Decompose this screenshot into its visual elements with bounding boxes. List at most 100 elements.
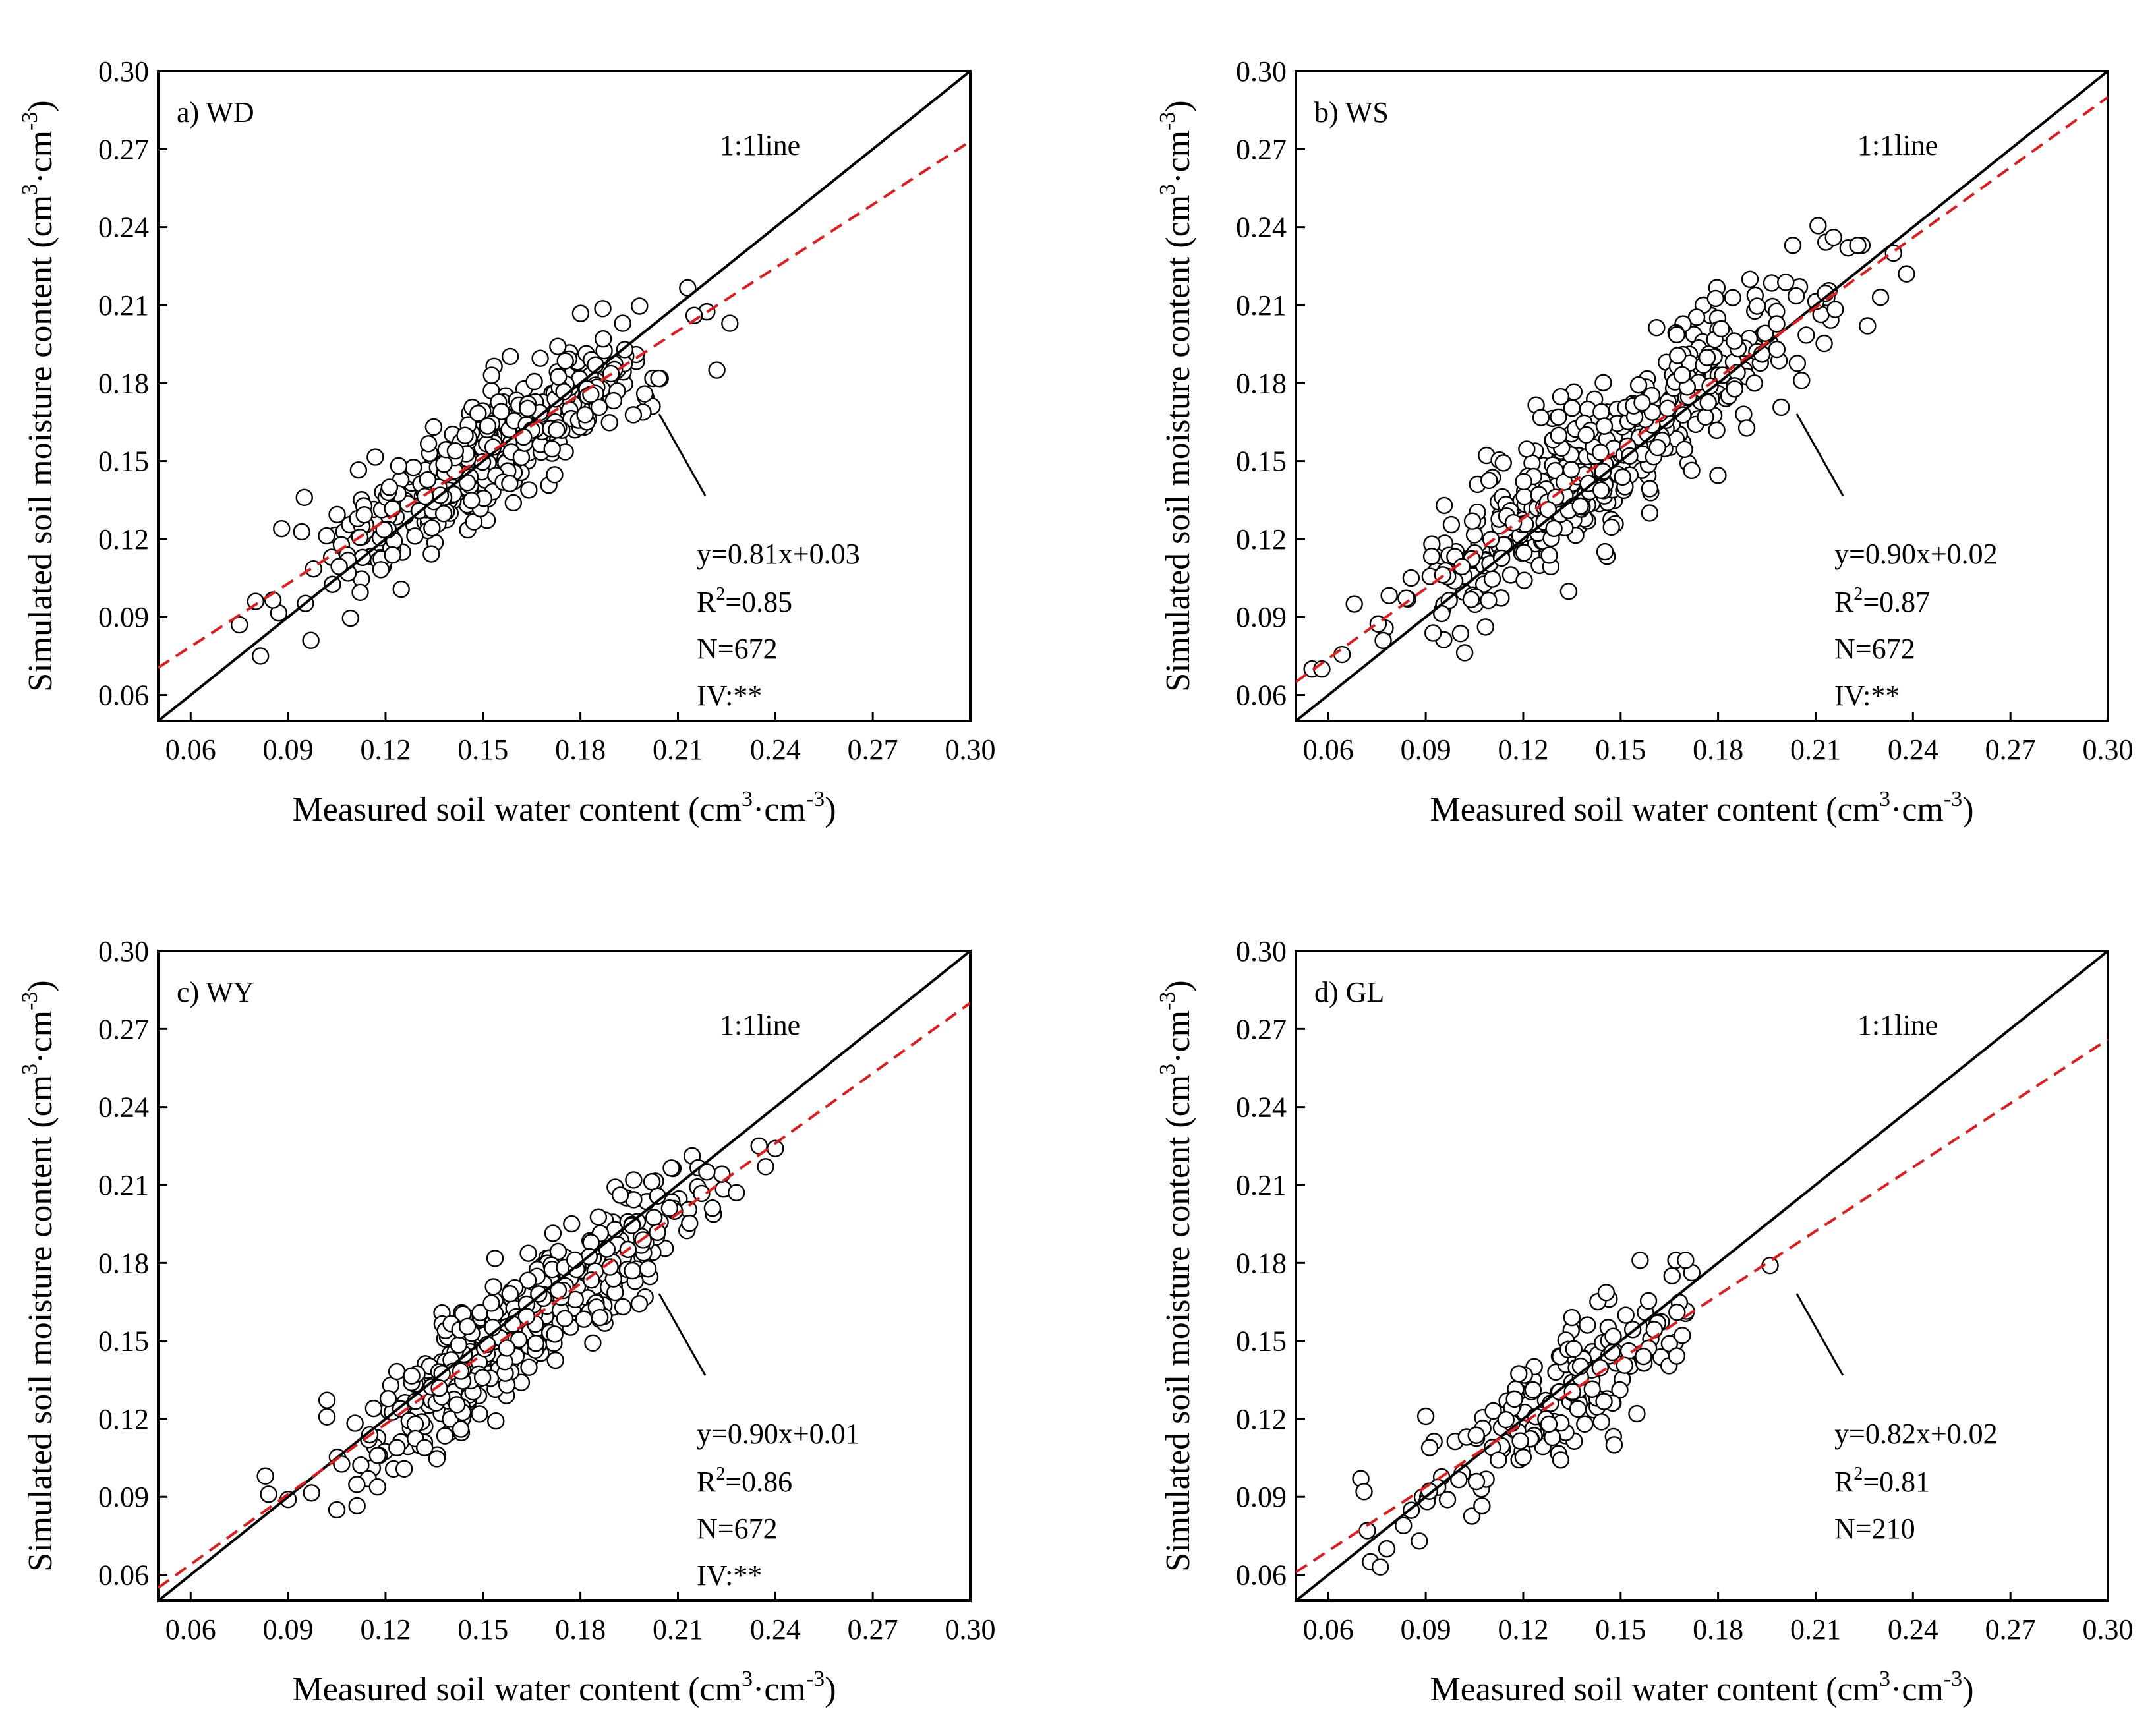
x-tick-labels: 0.06 0.09 0.12 0.15 0.18 0.21 0.24 0.27 0.30 <box>165 734 996 766</box>
data-point <box>520 481 538 499</box>
data-point <box>318 1391 336 1409</box>
data-point <box>428 1450 446 1468</box>
plot-frame <box>1295 70 2109 722</box>
y-tick-label: 0.24 <box>98 1091 149 1124</box>
y-tick-label: 0.12 <box>1236 1403 1287 1435</box>
y-tick-label: 0.24 <box>1236 212 1287 244</box>
data-points <box>1352 1252 1779 1576</box>
data-points <box>1303 217 1915 678</box>
data-point <box>1788 355 1807 372</box>
data-point <box>318 1408 336 1426</box>
data-point <box>366 448 384 466</box>
data-point <box>1380 587 1398 604</box>
x-tick-label: 0.27 <box>848 1613 898 1646</box>
y-tick-label: 0.15 <box>98 446 149 478</box>
r-squared: R2=0.86 <box>697 1464 792 1498</box>
data-point <box>685 306 703 324</box>
data-point <box>630 1295 649 1313</box>
data-point <box>1597 1284 1616 1302</box>
data-point <box>1809 217 1827 235</box>
x-tick-label: 0.12 <box>360 1613 411 1646</box>
data-point <box>419 435 438 453</box>
x-tick-label: 0.06 <box>165 734 216 766</box>
data-point <box>1784 237 1802 254</box>
data-point <box>1511 1432 1529 1450</box>
data-point <box>1675 440 1693 459</box>
data-point <box>1355 1483 1373 1501</box>
x-tick-label: 0.30 <box>2083 1613 2134 1646</box>
data-point <box>501 1284 519 1303</box>
data-point <box>548 421 566 439</box>
data-point <box>721 314 739 332</box>
y-tick-label: 0.15 <box>1236 446 1287 478</box>
y-tick-label: 0.09 <box>1236 601 1287 633</box>
data-point <box>1602 518 1620 536</box>
x-tick-label: 0.21 <box>653 734 703 766</box>
tick-marks <box>158 950 972 1601</box>
x-tick-label: 0.09 <box>1401 734 1451 766</box>
data-point <box>1639 1292 1658 1310</box>
r-squared: R2=0.85 <box>697 584 792 618</box>
data-point <box>487 1412 505 1430</box>
data-point <box>352 1456 370 1474</box>
y-tick-labels: 0.06 0.09 0.12 0.15 0.18 0.21 0.24 0.27 0.30 <box>1236 55 1287 712</box>
data-point <box>1595 417 1614 435</box>
panel-a: 0.06 0.09 0.12 0.15 0.18 0.21 0.24 0.27 0.30 0.0… <box>18 55 996 828</box>
data-point <box>459 1317 477 1336</box>
x-tick-label: 0.24 <box>750 734 801 766</box>
data-point <box>501 347 519 366</box>
one-to-one-label: 1:1line <box>720 1009 800 1041</box>
data-point <box>423 519 441 537</box>
data-point <box>351 583 369 602</box>
data-point <box>589 1208 608 1226</box>
data-point <box>1524 1381 1542 1399</box>
y-tick-label: 0.27 <box>98 133 149 165</box>
x-tick-labels: 0.06 0.09 0.12 0.15 0.18 0.21 0.24 0.27 0.30 <box>1303 1613 2134 1646</box>
data-point <box>1669 347 1687 364</box>
y-tick-label: 0.30 <box>98 935 149 967</box>
data-point <box>1596 542 1614 561</box>
x-tick-label: 0.09 <box>1401 1613 1451 1646</box>
one-to-one-label: 1:1line <box>1857 129 1938 161</box>
data-point <box>1345 595 1363 613</box>
data-point <box>549 1242 568 1261</box>
x-tick-label: 0.12 <box>360 734 411 766</box>
y-tick-labels: 0.06 0.09 0.12 0.15 0.18 0.21 0.24 0.27 0.30 <box>98 55 149 712</box>
data-point <box>380 478 399 496</box>
data-point <box>302 631 320 649</box>
data-point <box>519 399 537 417</box>
data-point <box>1595 1393 1613 1410</box>
data-point <box>1815 334 1833 353</box>
x-axis-title: Measured soil water content (cm3·cm-3) <box>1430 1667 1973 1708</box>
data-point <box>446 442 465 460</box>
data-point <box>273 519 291 538</box>
y-tick-label: 0.30 <box>98 55 149 88</box>
data-point <box>247 592 265 610</box>
y-tick-label: 0.27 <box>1236 133 1287 165</box>
data-point <box>452 1362 470 1380</box>
y-tick-label: 0.27 <box>1236 1013 1287 1045</box>
data-point <box>318 527 335 545</box>
y-tick-label: 0.18 <box>1236 1247 1287 1279</box>
data-point <box>1476 618 1494 636</box>
data-point <box>624 406 643 424</box>
data-point <box>584 1334 602 1352</box>
significance: IV:** <box>697 679 762 712</box>
data-point <box>566 1251 584 1269</box>
sample-size: N=672 <box>697 633 778 665</box>
data-point <box>346 1414 364 1432</box>
y-tick-label: 0.06 <box>1236 1559 1287 1592</box>
data-point <box>1674 406 1692 424</box>
data-point <box>471 1405 488 1423</box>
data-point <box>708 361 726 379</box>
data-point <box>486 1250 504 1267</box>
data-point <box>260 1485 277 1503</box>
data-point <box>463 492 481 509</box>
data-point <box>1420 1439 1439 1456</box>
one-to-one-line <box>1296 71 2108 721</box>
data-point <box>436 1427 454 1445</box>
data-point <box>1592 481 1610 500</box>
data-point <box>1505 1390 1523 1408</box>
y-tick-label: 0.21 <box>1236 1169 1287 1201</box>
y-axis-title: Simulated soil moisture content (cm3·cm-… <box>1155 100 1197 691</box>
